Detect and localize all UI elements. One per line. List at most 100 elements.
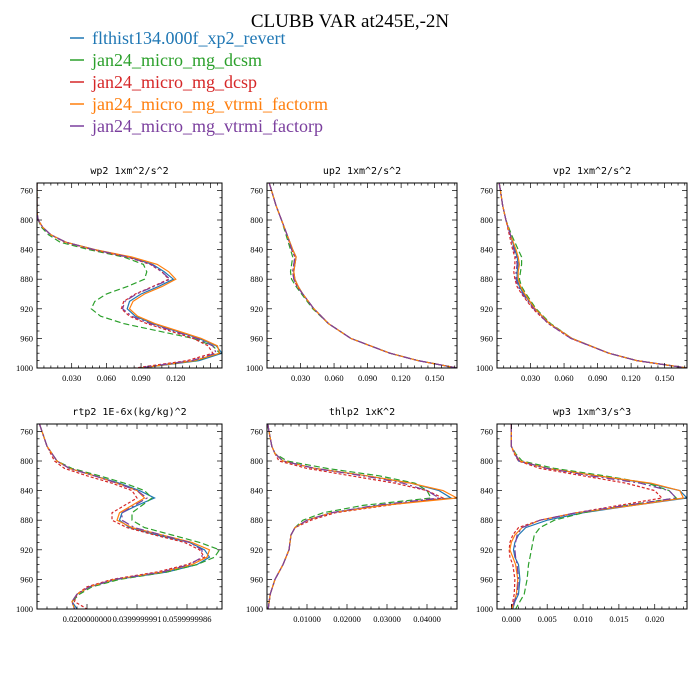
series-line-2 — [498, 183, 687, 368]
series-line-5 — [267, 424, 441, 609]
y-tick-label: 880 — [250, 274, 263, 284]
series-line-4 — [37, 183, 221, 368]
y-tick-label: 880 — [480, 515, 493, 525]
x-tick-label: 0.030 — [62, 373, 81, 383]
x-tick-label: 0.030 — [291, 373, 310, 383]
panel-title: wp3 1xm^3/s^3 — [553, 407, 631, 418]
y-tick-label: 760 — [480, 185, 493, 195]
y-tick-label: 880 — [20, 515, 33, 525]
series-line-4 — [267, 424, 457, 609]
panel-2: up2 1xm^2/s^2 760 800 840 880 920 960 1000 0.030… — [246, 166, 458, 383]
y-tick-label: 1000 — [16, 363, 33, 373]
legend-label-2: jan24_micro_mg_dcsm — [91, 50, 262, 70]
y-tick-label: 1000 — [476, 604, 493, 614]
series-line-4 — [498, 183, 687, 368]
x-tick-label: 0.120 — [392, 373, 411, 383]
y-tick-label: 920 — [250, 545, 263, 555]
x-tick-label: 0.04000 — [413, 614, 441, 624]
series-line-4 — [268, 183, 457, 368]
panel-5: thlp2 1xK^2 760 800 840 880 920 960 1000 0.01000… — [246, 407, 458, 624]
series-line-1 — [510, 424, 687, 609]
y-tick-label: 880 — [480, 274, 493, 284]
y-tick-label: 1000 — [246, 604, 263, 614]
panel-6: wp3 1xm^3/s^3 760 800 840 880 920 960 1000 0.000… — [476, 407, 688, 624]
y-tick-label: 960 — [20, 574, 33, 584]
panel-title: thlp2 1xK^2 — [329, 407, 395, 418]
series-line-2 — [267, 424, 432, 609]
y-tick-label: 920 — [20, 304, 33, 314]
series-group — [267, 424, 457, 609]
series-group — [268, 183, 457, 368]
x-tick-label: 0.120 — [166, 373, 185, 383]
panels: wp2 1xm^2/s^2 760 800 840 880 920 960 1000 0.030… — [16, 166, 688, 624]
y-tick-label: 760 — [480, 426, 493, 436]
legend-label-4: jan24_micro_mg_vtrmi_factorm — [91, 94, 328, 114]
plot-frame — [496, 182, 688, 369]
y-tick-label: 840 — [480, 486, 493, 496]
series-line-1 — [38, 424, 211, 609]
series-line-4 — [509, 424, 685, 609]
y-tick-label: 1000 — [476, 363, 493, 373]
y-tick-label: 800 — [20, 456, 33, 466]
y-tick-label: 960 — [20, 333, 33, 343]
legend: flthist134.000f_xp2_revertjan24_micro_mg… — [70, 28, 328, 136]
series-line-4 — [38, 424, 211, 609]
y-tick-label: 1000 — [246, 363, 263, 373]
panel-title: vp2 1xm^2/s^2 — [553, 166, 631, 177]
y-tick-label: 800 — [250, 456, 263, 466]
x-tick-label: 0.060 — [554, 373, 573, 383]
y-tick-label: 840 — [20, 245, 33, 255]
y-tick-label: 960 — [480, 333, 493, 343]
series-line-2 — [510, 424, 678, 609]
series-group — [508, 424, 687, 609]
series-line-3 — [38, 424, 206, 609]
x-tick-label: 0.090 — [358, 373, 377, 383]
x-tick-label: 0.005 — [538, 614, 557, 624]
series-line-2 — [38, 424, 221, 609]
y-tick-label: 920 — [20, 545, 33, 555]
x-tick-label: 0.000 — [502, 614, 521, 624]
y-tick-label: 920 — [480, 304, 493, 314]
x-tick-label: 0.0599999986 — [163, 614, 212, 624]
series-line-5 — [38, 424, 203, 609]
x-tick-label: 0.060 — [97, 373, 116, 383]
x-tick-label: 0.150 — [655, 373, 674, 383]
series-line-5 — [498, 183, 687, 368]
y-tick-label: 960 — [480, 574, 493, 584]
y-tick-label: 760 — [250, 426, 263, 436]
series-line-1 — [268, 183, 457, 368]
y-tick-label: 760 — [20, 426, 33, 436]
series-group — [37, 183, 222, 368]
x-tick-label: 0.01000 — [293, 614, 321, 624]
series-group — [38, 424, 221, 609]
x-tick-label: 0.120 — [622, 373, 641, 383]
y-tick-label: 920 — [480, 545, 493, 555]
y-tick-label: 880 — [20, 274, 33, 284]
x-tick-label: 0.020 — [645, 614, 664, 624]
series-line-3 — [498, 183, 687, 368]
series-line-3 — [37, 183, 214, 368]
x-tick-label: 0.015 — [609, 614, 628, 624]
y-tick-label: 840 — [250, 486, 263, 496]
y-tick-label: 880 — [250, 515, 263, 525]
plot-frame — [266, 182, 458, 369]
plot-frame — [496, 423, 688, 610]
legend-label-5: jan24_micro_mg_vtrmi_factorp — [91, 116, 323, 136]
series-line-2 — [37, 183, 221, 368]
x-tick-label: 0.030 — [521, 373, 540, 383]
y-tick-label: 800 — [250, 215, 263, 225]
y-tick-label: 840 — [20, 486, 33, 496]
x-tick-label: 0.090 — [588, 373, 607, 383]
legend-label-1: flthist134.000f_xp2_revert — [92, 28, 285, 48]
y-tick-label: 800 — [480, 456, 493, 466]
series-line-5 — [268, 183, 457, 368]
panel-3: vp2 1xm^2/s^2 760 800 840 880 920 960 1000 0.030… — [476, 166, 688, 383]
panel-title: rtp2 1E-6x(kg/kg)^2 — [72, 407, 186, 418]
series-line-1 — [37, 183, 222, 368]
x-tick-label: 0.090 — [132, 373, 151, 383]
panel-title: up2 1xm^2/s^2 — [323, 166, 401, 177]
x-tick-label: 0.0399999991 — [113, 614, 162, 624]
series-line-5 — [37, 183, 218, 368]
x-tick-label: 0.150 — [425, 373, 444, 383]
plot-frame — [266, 423, 458, 610]
